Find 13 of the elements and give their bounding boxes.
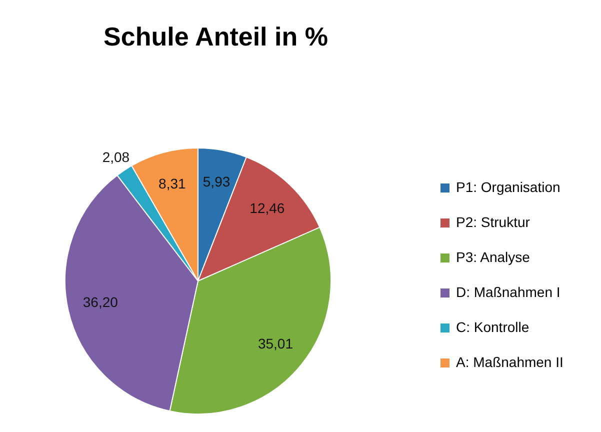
chart-title: Schule Anteil in % [104, 22, 328, 52]
legend-label: P2: Struktur [456, 214, 530, 230]
legend-label: P1: Organisation [456, 179, 560, 195]
data-label: 2,08 [102, 148, 130, 165]
data-label: 35,01 [258, 335, 294, 352]
legend-label: D: Maßnahmen I [456, 284, 560, 300]
legend-label: P3: Analyse [456, 249, 530, 265]
legend-label: C: Kontrolle [456, 319, 530, 335]
data-label: 8,31 [158, 175, 186, 192]
data-label: 36,20 [82, 294, 118, 310]
data-label: 5,93 [202, 174, 230, 190]
data-label: 12,46 [250, 200, 285, 216]
legend-label: A: Maßnahmen II [456, 354, 564, 370]
